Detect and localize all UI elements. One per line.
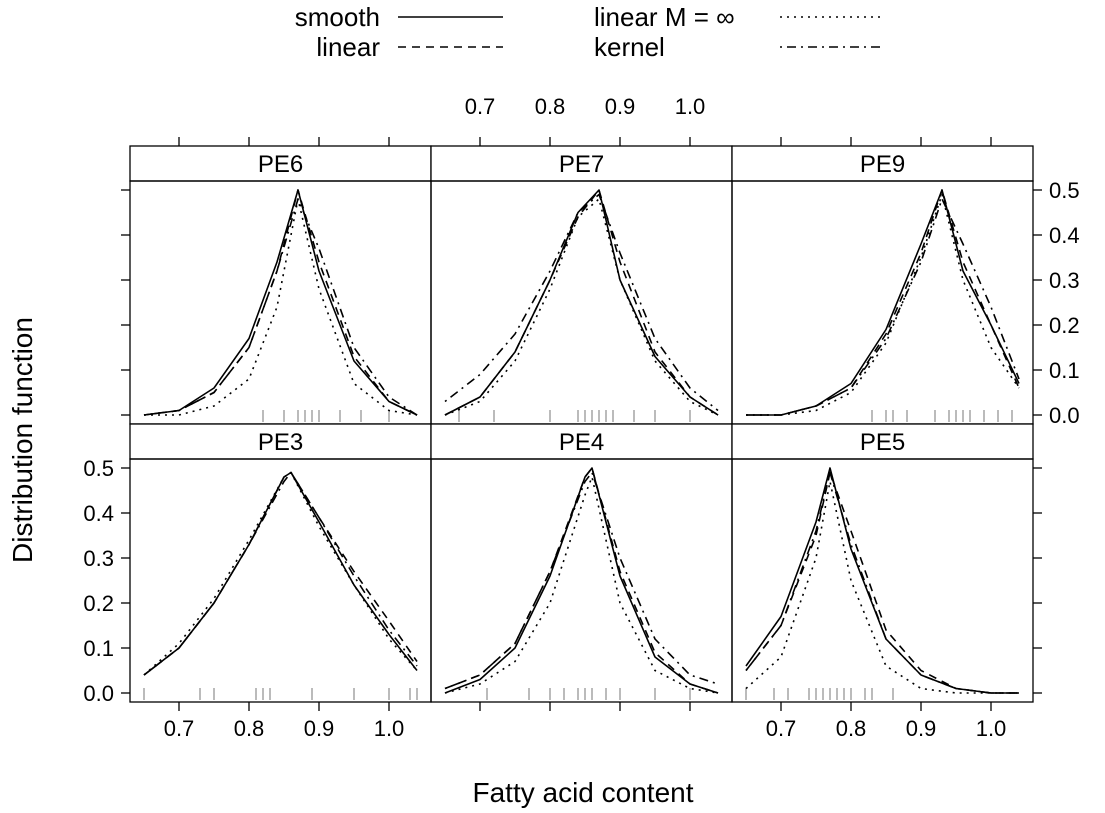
x-tick-label: 1.0 — [976, 716, 1007, 741]
series-line-linear — [143, 471, 418, 676]
axes: 0.7 0.7 0.7 0.8 0.8 0.8 0.9 0.9 0.9 1.0 1.0 1.0 0.0 0… — [83, 94, 1079, 741]
series-line-linear-m — [745, 480, 1019, 694]
panel-frame — [430, 180, 733, 425]
series-line-smooth — [444, 467, 719, 694]
panel-strip — [430, 145, 733, 182]
y-axis-label: Distribution function — [7, 317, 38, 563]
series-line-linear-m — [144, 198, 418, 416]
series-line-linear — [745, 471, 1019, 694]
series-line-linear — [746, 189, 1020, 416]
panel-frame — [731, 458, 1034, 703]
x-tick-label: 0.9 — [605, 94, 636, 119]
panel-title: PE5 — [860, 429, 905, 456]
panel-frame — [129, 180, 432, 425]
x-tick-label: 0.7 — [164, 716, 195, 741]
legend-label-smooth: smooth — [295, 2, 380, 32]
panel-strip — [129, 145, 432, 182]
panels: PE6 PE7 PE9 PE3 PE4 PE5 — [129, 145, 1034, 703]
y-tick-label: 0.3 — [83, 546, 114, 571]
series-line-kernel — [746, 198, 1020, 416]
series-line-linear-m — [444, 198, 719, 416]
panel-pe9: PE9 — [731, 145, 1034, 425]
x-tick-label: 0.8 — [535, 94, 566, 119]
series-line-smooth — [143, 471, 418, 676]
x-tick-label: 0.8 — [234, 716, 265, 741]
series-line-smooth — [745, 467, 1019, 694]
series-line-kernel — [143, 471, 418, 676]
x-tick-label: 0.9 — [906, 716, 937, 741]
y-tick-label: 0.0 — [1049, 403, 1080, 428]
y-tick-label: 0.5 — [83, 456, 114, 481]
series-line-smooth — [444, 189, 719, 416]
legend-label-linear: linear — [316, 32, 380, 62]
y-tick-label: 0.2 — [83, 591, 114, 616]
panel-title: PE9 — [860, 151, 905, 178]
series-line-linear — [444, 467, 719, 694]
panel-pe6: PE6 — [129, 145, 432, 425]
series-line-linear-m — [746, 193, 1020, 416]
y-tick-label: 0.5 — [1049, 178, 1080, 203]
x-tick-label: 0.9 — [304, 716, 335, 741]
series-line-linear — [444, 189, 719, 416]
panel-title: PE4 — [559, 429, 604, 456]
y-tick-label: 0.4 — [83, 501, 114, 526]
panel-title: PE6 — [258, 151, 303, 178]
y-tick-label: 0.1 — [1049, 358, 1080, 383]
series-line-smooth — [143, 189, 418, 416]
series-line-smooth — [746, 189, 1020, 416]
x-tick-label: 0.7 — [766, 716, 797, 741]
series-line-kernel — [444, 471, 719, 690]
x-axis-label: Fatty acid content — [472, 777, 693, 808]
series-line-linear-m — [143, 471, 418, 676]
panel-title: PE3 — [258, 429, 303, 456]
series-line-linear — [143, 189, 418, 416]
x-tick-label: 1.0 — [374, 716, 405, 741]
panel-frame — [129, 458, 432, 703]
y-tick-label: 0.2 — [1049, 313, 1080, 338]
y-tick-label: 0.1 — [83, 636, 114, 661]
y-tick-label: 0.4 — [1049, 223, 1080, 248]
panel-pe4: PE4 — [430, 423, 733, 703]
panel-pe3: PE3 — [129, 423, 432, 703]
legend-label-kernel: kernel — [594, 32, 665, 62]
series-line-kernel — [745, 471, 1019, 694]
panel-title: PE7 — [559, 151, 604, 178]
panel-pe7: PE7 — [430, 145, 733, 425]
x-tick-label: 1.0 — [675, 94, 706, 119]
series-line-linear-m — [444, 476, 719, 694]
legend-label-linear-m: linear M = ∞ — [594, 2, 735, 32]
panel-frame — [731, 180, 1034, 425]
series-line-kernel — [444, 193, 719, 412]
y-tick-label: 0.3 — [1049, 268, 1080, 293]
y-tick-label: 0.0 — [83, 681, 114, 706]
panel-pe5: PE5 — [731, 423, 1034, 703]
x-tick-label: 0.8 — [836, 716, 867, 741]
x-tick-label: 0.7 — [465, 94, 496, 119]
panel-frame — [430, 458, 733, 703]
series-line-kernel — [143, 198, 418, 416]
